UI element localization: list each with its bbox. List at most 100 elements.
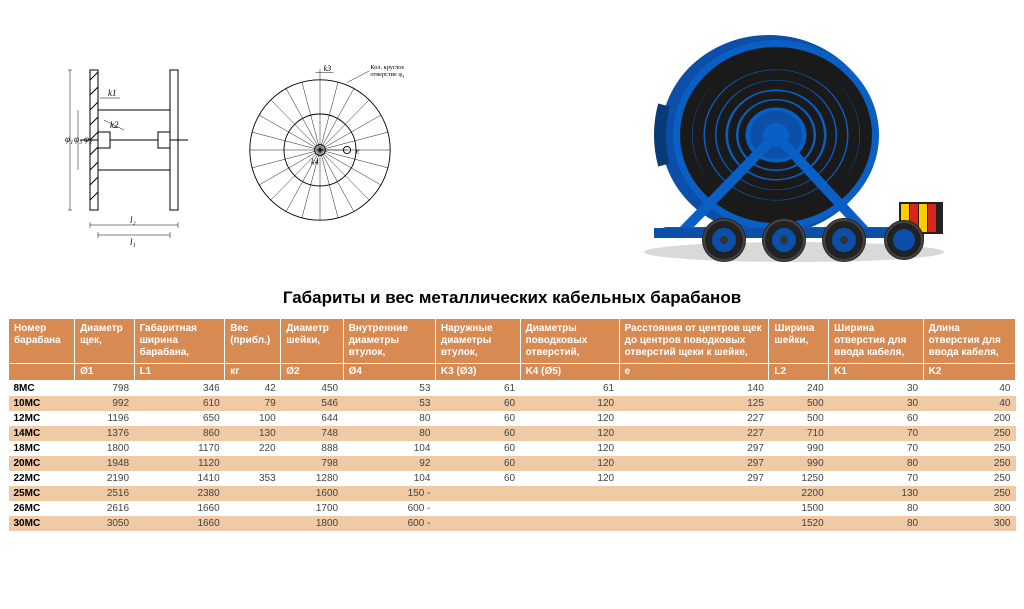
table-cell: 80 xyxy=(343,411,435,426)
table-cell: 30 xyxy=(829,381,923,397)
table-cell: 61 xyxy=(435,381,520,397)
table-cell: 80 xyxy=(829,456,923,471)
table-cell: 1376 xyxy=(75,426,135,441)
table-cell: 1170 xyxy=(134,441,225,456)
table-cell: 25MC xyxy=(9,486,75,501)
table-cell: 60 xyxy=(435,456,520,471)
table-cell xyxy=(520,501,619,516)
table-cell: 748 xyxy=(281,426,343,441)
table-cell: 1600 xyxy=(281,486,343,501)
table-cell xyxy=(619,516,769,531)
table-cell: 42 xyxy=(225,381,281,397)
col-subheader: K1 xyxy=(829,364,923,381)
table-cell: 990 xyxy=(769,441,829,456)
table-cell: 990 xyxy=(769,456,829,471)
table-row: 8MC798346424505361611402403040 xyxy=(9,381,1016,397)
table-row: 30MC305016601800600 -152080300 xyxy=(9,516,1016,531)
table-cell: 61 xyxy=(520,381,619,397)
table-cell: 1700 xyxy=(281,501,343,516)
table-cell: 80 xyxy=(343,426,435,441)
table-cell: 250 xyxy=(923,486,1015,501)
col-subheader: Ø4 xyxy=(343,364,435,381)
top-section: φ₁ φ₃ φ₂ k1 k2 l₂ l₁ xyxy=(0,0,1024,280)
table-cell: 120 xyxy=(520,426,619,441)
table-row: 20MC19481120798926012029799080250 xyxy=(9,456,1016,471)
table-cell: 644 xyxy=(281,411,343,426)
table-cell: 860 xyxy=(134,426,225,441)
dim-phi2: φ₂ xyxy=(84,134,92,144)
table-cell: 798 xyxy=(75,381,135,397)
table-cell: 60 xyxy=(435,396,520,411)
table-cell: 26MC xyxy=(9,501,75,516)
table-cell xyxy=(225,516,281,531)
dim-k2: k2 xyxy=(110,120,119,130)
table-cell: 300 xyxy=(923,516,1015,531)
table-cell: 346 xyxy=(134,381,225,397)
col-subheader: L2 xyxy=(769,364,829,381)
table-cell: 297 xyxy=(619,471,769,486)
table-cell: 92 xyxy=(343,456,435,471)
drum-side-diagram: φ₁ φ₃ φ₂ k1 k2 l₂ l₁ xyxy=(60,50,200,250)
table-cell: 888 xyxy=(281,441,343,456)
table-cell: 1120 xyxy=(134,456,225,471)
table-row: 22MC21901410353128010460120297125070250 xyxy=(9,471,1016,486)
table-cell: 80 xyxy=(829,501,923,516)
table-cell xyxy=(225,501,281,516)
col-header: Диаметр щек, xyxy=(75,319,135,364)
table-cell: 70 xyxy=(829,471,923,486)
drum-front-diagram: k3 k4 e Кол. круглое отверстие φ₄ xyxy=(230,60,410,240)
col-header: Расстояния от центров щек до центров пов… xyxy=(619,319,769,364)
col-subheader: e xyxy=(619,364,769,381)
dim-k3: k3 xyxy=(324,64,332,73)
col-subheader: L1 xyxy=(134,364,225,381)
page-title: Габариты и вес металлических кабельных б… xyxy=(0,288,1024,308)
col-subheader xyxy=(9,364,75,381)
col-subheader: K3 (Ø3) xyxy=(435,364,520,381)
table-header: Номер барабанаДиаметр щек,Габаритная шир… xyxy=(9,319,1016,381)
table-cell: 1800 xyxy=(75,441,135,456)
table-cell xyxy=(619,501,769,516)
col-subheader: Ø2 xyxy=(281,364,343,381)
col-subheader: Ø1 xyxy=(75,364,135,381)
table-cell: 120 xyxy=(520,441,619,456)
table-cell: 60 xyxy=(829,411,923,426)
dim-phi1: φ₁ xyxy=(65,134,73,144)
col-header: Диаметр шейки, xyxy=(281,319,343,364)
table-cell: 600 - xyxy=(343,516,435,531)
table-cell: 610 xyxy=(134,396,225,411)
table-cell: 12MC xyxy=(9,411,75,426)
table-cell: 104 xyxy=(343,471,435,486)
table-cell xyxy=(520,516,619,531)
table-cell: 10MC xyxy=(9,396,75,411)
table-cell: 40 xyxy=(923,396,1015,411)
table-cell: 70 xyxy=(829,426,923,441)
table-cell: 650 xyxy=(134,411,225,426)
table-cell: 60 xyxy=(435,426,520,441)
col-header: Номер барабана xyxy=(9,319,75,364)
table-cell: 140 xyxy=(619,381,769,397)
table-cell: 2516 xyxy=(75,486,135,501)
table-cell: 500 xyxy=(769,411,829,426)
table-cell: 70 xyxy=(829,441,923,456)
col-header: Габаритная ширина барабана, xyxy=(134,319,225,364)
table-cell: 1660 xyxy=(134,516,225,531)
table-cell: 22MC xyxy=(9,471,75,486)
table-cell: 1948 xyxy=(75,456,135,471)
col-header: Ширина шейки, xyxy=(769,319,829,364)
table-body: 8MC79834642450536161140240304010MC992610… xyxy=(9,381,1016,532)
table-cell: 60 xyxy=(435,411,520,426)
table-cell: 120 xyxy=(520,396,619,411)
table-cell: 250 xyxy=(923,471,1015,486)
col-subheader: кг xyxy=(225,364,281,381)
table-cell: 1800 xyxy=(281,516,343,531)
col-header: Внутренние диаметры втулок, xyxy=(343,319,435,364)
table-row: 12MC1196650100644806012022750060200 xyxy=(9,411,1016,426)
table-cell: 1500 xyxy=(769,501,829,516)
table-cell: 2380 xyxy=(134,486,225,501)
table-cell: 120 xyxy=(520,471,619,486)
table-cell xyxy=(435,486,520,501)
col-subheader: K2 xyxy=(923,364,1015,381)
col-header: Вес (прибл.) xyxy=(225,319,281,364)
table-row: 25MC251623801600150 -2200130250 xyxy=(9,486,1016,501)
table-cell: 80 xyxy=(829,516,923,531)
